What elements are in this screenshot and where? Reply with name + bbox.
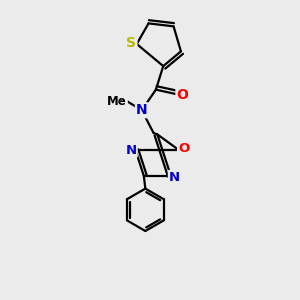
Text: O: O: [178, 142, 189, 155]
Text: Me: Me: [107, 95, 127, 108]
Text: S: S: [127, 35, 136, 50]
Text: O: O: [176, 88, 188, 102]
Text: N: N: [136, 103, 148, 117]
Text: N: N: [169, 171, 180, 184]
Text: N: N: [125, 144, 137, 157]
